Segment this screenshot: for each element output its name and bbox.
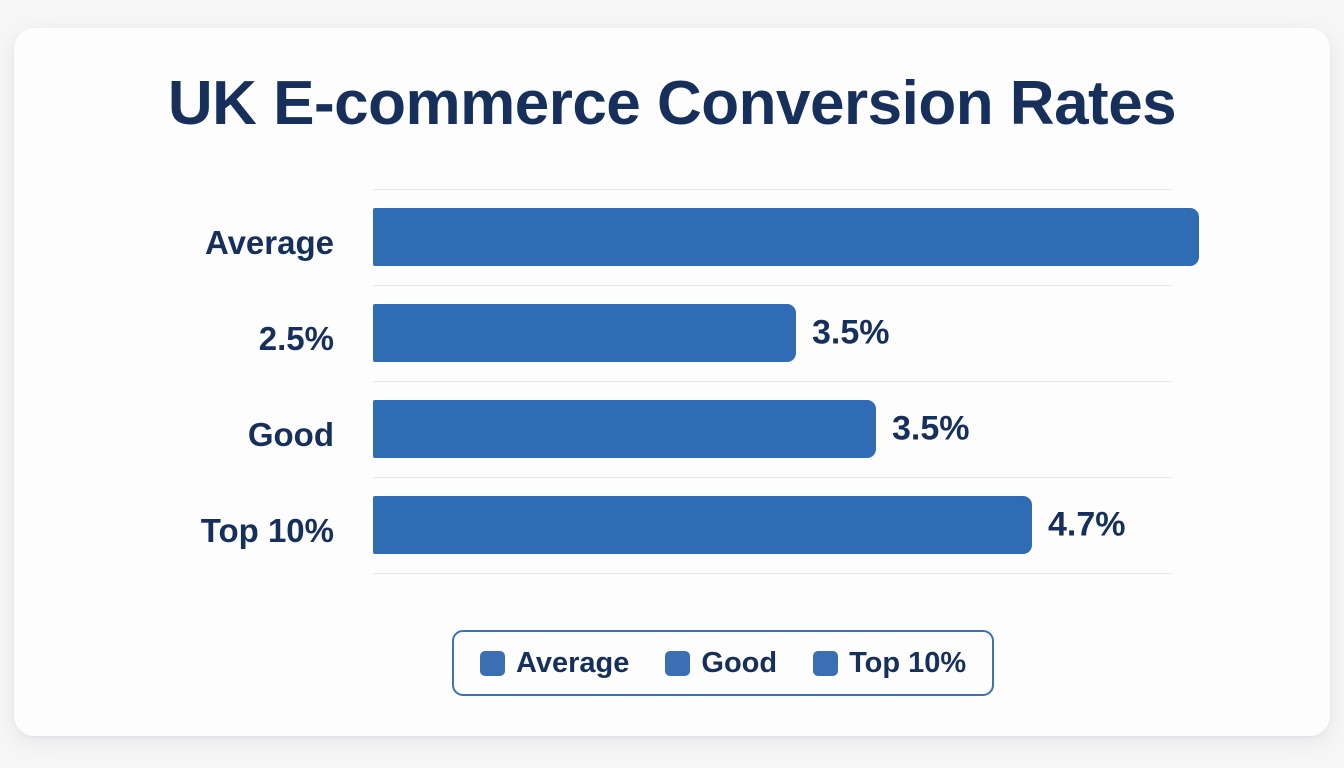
legend-label: Average [516, 646, 630, 679]
bar-top-10-percent[interactable] [373, 496, 1032, 554]
gridline [373, 189, 1172, 190]
bar-row: 4.7% [373, 496, 1313, 554]
legend-swatch-icon [665, 650, 691, 676]
bar-value-label-2: 3.5% [892, 409, 970, 448]
y-axis-label-2: Good [247, 416, 334, 453]
chart-plot-area: Average 2.5% Good Top 10% 3.5% 3.5% 4.7% [14, 28, 1330, 736]
legend-swatch-icon [813, 650, 839, 676]
bar-row: 3.5% [373, 304, 1313, 362]
bar-value-label-3: 4.7% [1048, 505, 1126, 544]
bar-good[interactable] [373, 400, 876, 458]
y-axis-label-3: Top 10% [200, 512, 334, 549]
bar-row: 3.5% [373, 400, 1313, 458]
bar-row [373, 208, 1313, 266]
y-axis-label-0: Average [204, 224, 334, 261]
legend-item-top-10[interactable]: Top 10% [813, 647, 966, 680]
legend-swatch-icon [480, 650, 505, 676]
gridline [373, 285, 1172, 286]
legend-item-average[interactable]: Average [480, 647, 629, 680]
bar-value-label-1: 3.5% [812, 313, 890, 352]
y-axis-label-1: 2.5% [258, 320, 334, 357]
chart-legend: Average Good Top 10% [452, 630, 995, 696]
page-title: UK E-commerce Conversion Rates [167, 69, 1177, 138]
bar-average[interactable] [373, 208, 1199, 266]
bar-2-5-percent[interactable] [373, 304, 796, 362]
gridline [373, 573, 1172, 574]
legend-item-good[interactable]: Good [665, 647, 777, 680]
legend-label: Good [701, 646, 778, 679]
chart-card: UK E-commerce Conversion Rates Average 2… [14, 28, 1330, 736]
legend-label: Top 10% [849, 646, 967, 679]
gridline [373, 381, 1172, 382]
gridline [373, 477, 1172, 478]
